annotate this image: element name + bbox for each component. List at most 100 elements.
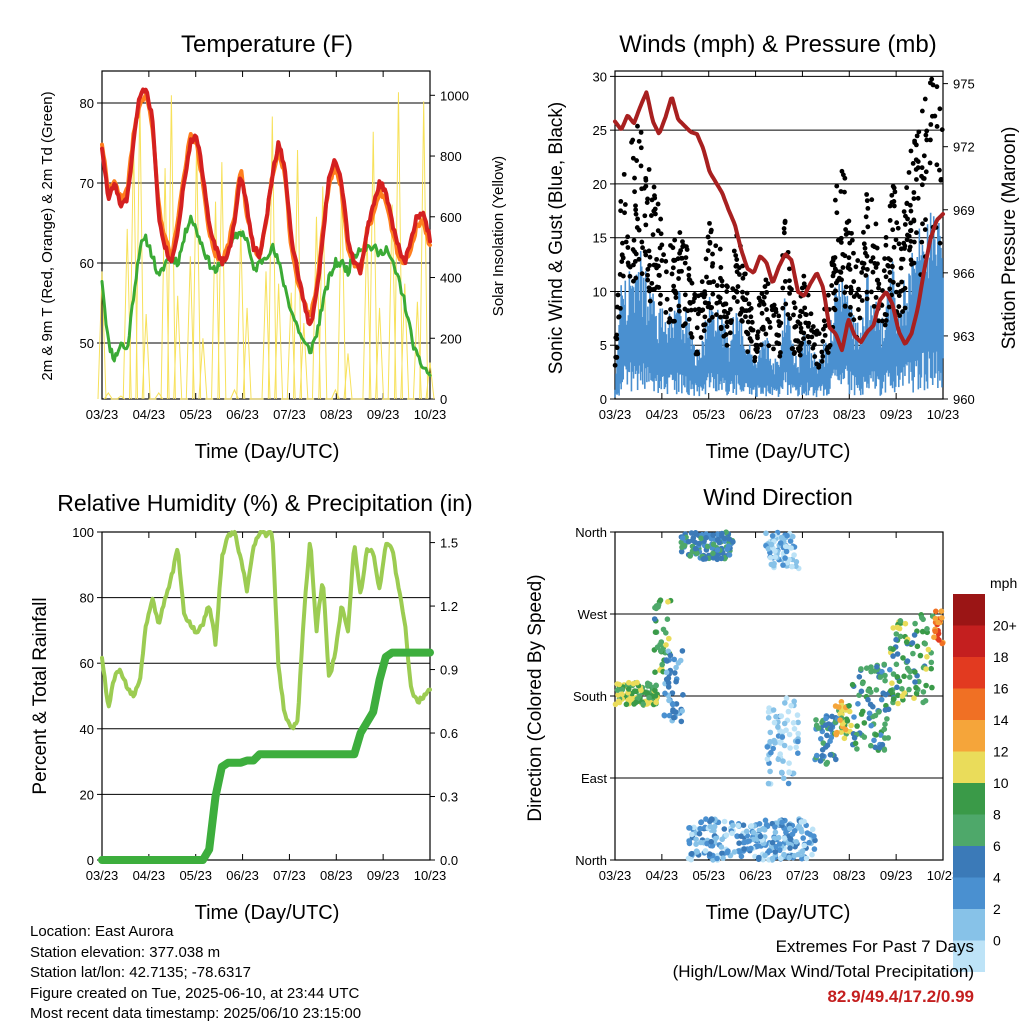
wind-direction-point: [923, 682, 929, 689]
wind-direction-ylabel: Direction (Colored By Speed): [525, 574, 546, 821]
wind-direction-point: [910, 650, 916, 657]
wind-gust-point: [856, 286, 861, 292]
wind-direction-point: [673, 664, 679, 671]
wind-direction-point: [714, 554, 720, 560]
wind-direction-point: [677, 657, 684, 664]
wind-direction-point: [709, 816, 715, 823]
panel-temperature: Temperature (F) Time (Day/UTC) 2m & 9m T…: [39, 31, 507, 463]
wind-gust-point: [724, 319, 730, 325]
wind-direction-point: [890, 625, 896, 631]
speed-legend-label: 4: [993, 870, 1001, 886]
wind-direction-point: [688, 850, 695, 857]
wind-direction-point: [920, 689, 927, 695]
wind-direction-point: [659, 661, 665, 668]
wind-direction-point: [679, 648, 686, 654]
humidity-plot-area: 03/23 04/23 05/23 06/23 07/23 08/23 09/23 10/23…: [72, 525, 458, 883]
wind-direction-point: [661, 712, 668, 718]
wind-direction-point: [795, 750, 801, 756]
wind-direction-point: [653, 699, 659, 706]
wind-gust-point: [733, 253, 739, 258]
wind-direction-point: [730, 539, 736, 545]
wind-gust-point: [620, 255, 626, 261]
wind-gust-point: [647, 254, 653, 260]
wind-gust-point: [692, 292, 698, 297]
wind-direction-point: [640, 701, 646, 707]
wind-gust-point: [736, 265, 742, 271]
wind-gust-point: [803, 320, 809, 326]
wind-direction-point: [714, 855, 720, 862]
wind-gust-point: [787, 266, 792, 272]
wind-direction-point: [906, 686, 912, 693]
wind-gust-point: [677, 308, 682, 314]
wind-direction-point: [879, 668, 885, 675]
wind-gust-point: [851, 294, 857, 299]
x-tick-label: 08/23: [833, 407, 866, 422]
wind-direction-point: [764, 744, 771, 750]
wind-gust-point: [683, 255, 689, 260]
speed-legend-swatch: [953, 720, 985, 752]
wind-direction-point: [769, 533, 776, 539]
wind-direction-point: [791, 698, 797, 705]
wind-direction-point: [723, 529, 729, 535]
wind-gust-point: [693, 351, 699, 357]
wind-gust-point: [718, 275, 723, 281]
wind-gust-point: [744, 290, 750, 296]
wind-direction-point: [750, 829, 757, 836]
x-tick-label: 10/23: [414, 868, 447, 883]
wind-gust-point: [613, 335, 619, 340]
humidity-title: Relative Humidity (%) & Precipitation (i…: [57, 490, 472, 516]
wind-direction-point: [920, 616, 926, 623]
wind-gust-point: [763, 277, 769, 283]
wind-direction-point: [882, 707, 889, 713]
wind-direction-point: [689, 831, 695, 838]
wind-direction-point: [721, 535, 728, 542]
wind-gust-point: [651, 184, 657, 190]
plot-frame: [614, 70, 944, 400]
wind-direction-point: [777, 751, 783, 757]
wind-gust-point: [914, 177, 919, 182]
wind-gust-point: [744, 329, 749, 335]
y-tick-label: South: [573, 689, 607, 704]
wind-gust-point: [626, 263, 632, 268]
solar-insolation-spike: [293, 149, 303, 400]
wind-gust-point: [644, 200, 650, 205]
wind-gust-point: [833, 268, 839, 274]
wind-direction-point: [793, 559, 800, 565]
wind-gust-point: [883, 312, 889, 318]
wind-gust-point: [694, 325, 700, 331]
wind-gust-point: [730, 286, 736, 292]
wind-gust-point: [911, 239, 917, 245]
wind-direction-point: [860, 708, 866, 715]
wind-direction-point: [903, 639, 910, 645]
y-tick-label: 70: [80, 176, 94, 191]
wind-gust-point: [724, 289, 730, 294]
wind-gust-point: [706, 318, 712, 323]
wind-gust-point: [785, 312, 791, 317]
wind-direction-point: [687, 553, 693, 559]
wind-gust-point: [831, 255, 836, 261]
wind-gust-point: [729, 318, 734, 323]
wind-gust-point: [663, 269, 669, 275]
wind-gust-point: [706, 300, 712, 306]
wind-gust-point: [868, 258, 874, 264]
solar-insolation-spike: [166, 95, 176, 400]
wind-gust-point: [707, 220, 712, 226]
wind-direction-point: [783, 727, 789, 733]
wind-gust-point: [636, 227, 642, 233]
wind-gust-point: [709, 314, 715, 320]
wind-gust-point: [862, 250, 868, 256]
humidity-ylabel: Percent & Total Rainfall: [30, 597, 51, 794]
wind-gust-point: [618, 208, 624, 214]
y-right-tick-label: 1.2: [440, 599, 458, 614]
wind-direction-point: [936, 637, 942, 643]
wind-direction-point: [619, 686, 626, 693]
wind-gust-point: [934, 162, 940, 168]
wind-direction-point: [701, 555, 708, 562]
wind-direction-point: [771, 719, 778, 726]
wind-gust-point: [648, 213, 654, 218]
wind-gust-point: [646, 248, 652, 254]
wind-direction-point: [638, 687, 644, 694]
wind-direction-point: [923, 666, 929, 672]
wind-gust-point: [796, 348, 802, 354]
wind-gust-point: [699, 279, 705, 285]
